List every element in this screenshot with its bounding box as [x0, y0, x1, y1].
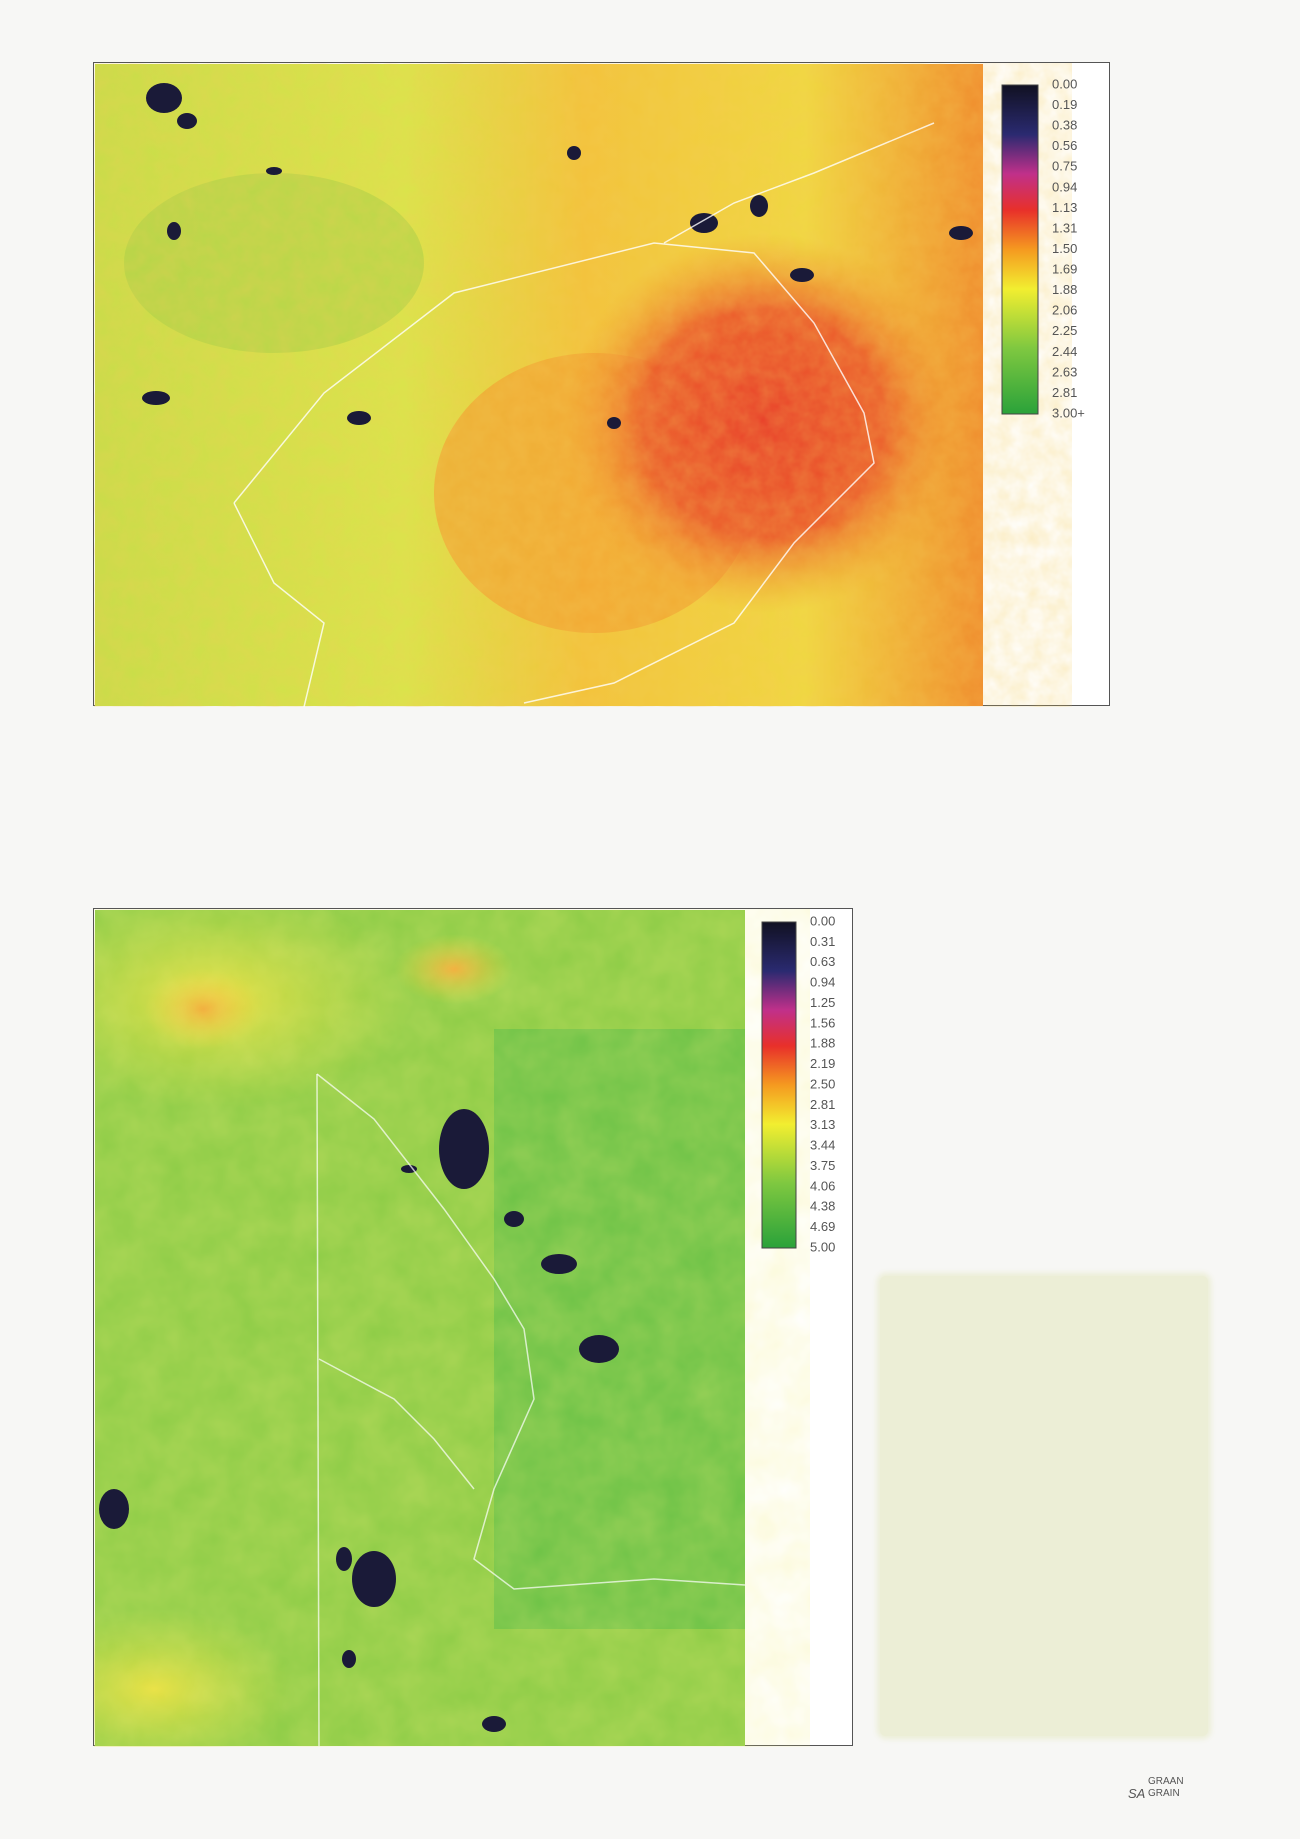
legend-label: 4.69 — [810, 1219, 835, 1234]
map-1: 0.00 0.19 0.38 0.56 0.75 0.94 1.13 1.31 1.50 1.69… — [95, 64, 1085, 707]
legend-label: 1.88 — [810, 1036, 835, 1051]
legend-label: 3.75 — [810, 1158, 835, 1173]
legend-label: 2.19 — [810, 1056, 835, 1071]
panel — [880, 1276, 1208, 1736]
legend-label: 5.00 — [810, 1239, 835, 1254]
legend-label: 2.44 — [1052, 344, 1077, 359]
legend-label: 0.38 — [1052, 118, 1077, 133]
legend-label: 0.94 — [1052, 179, 1077, 194]
legend-label: 1.25 — [810, 995, 835, 1010]
legend-label: 1.31 — [1052, 220, 1077, 235]
legend-label: 1.56 — [810, 1015, 835, 1030]
legend-label: 2.63 — [1052, 364, 1077, 379]
logo: SA GRAAN GRAIN — [1128, 1774, 1188, 1804]
logo-text: SA — [1128, 1786, 1146, 1801]
legend-label: 2.81 — [810, 1097, 835, 1112]
legend-label: 1.88 — [1052, 282, 1077, 297]
legend-label: 0.75 — [1052, 159, 1077, 174]
legend-label: 0.31 — [810, 934, 835, 949]
logo-text: GRAAN — [1148, 1776, 1184, 1787]
legend-label: 0.19 — [1052, 97, 1077, 112]
legend-label: 3.00+ — [1052, 405, 1085, 420]
colorbar — [761, 921, 797, 1249]
legend-label: 1.69 — [1052, 262, 1077, 277]
legend-label: 4.06 — [810, 1178, 835, 1193]
legend-label: 1.13 — [1052, 200, 1077, 215]
map-frame: 0.00 0.31 0.63 0.94 1.25 1.56 1.88 2.19 2.50 2.81… — [93, 908, 853, 1747]
legend-label: 2.81 — [1052, 385, 1077, 400]
map-2: 0.00 0.31 0.63 0.94 1.25 1.56 1.88 2.19 2.50 2.81… — [94, 909, 835, 1747]
legend-label: 4.38 — [810, 1199, 835, 1214]
logo-text: GRAIN — [1148, 1788, 1180, 1799]
legend-label: 3.13 — [810, 1117, 835, 1132]
legend-label: 0.00 — [810, 913, 835, 928]
legend-label: 0.94 — [810, 975, 835, 990]
legend-label: 0.00 — [1052, 76, 1077, 91]
colorbar — [1001, 84, 1039, 415]
legend-label: 2.50 — [810, 1076, 835, 1091]
legend-label: 2.25 — [1052, 323, 1077, 338]
legend-label: 3.44 — [810, 1138, 835, 1153]
map-frame: 0.00 0.19 0.38 0.56 0.75 0.94 1.13 1.31 1.50 1.69… — [93, 62, 1110, 707]
legend-label: 2.06 — [1052, 303, 1077, 318]
legend-label: 1.50 — [1052, 241, 1077, 256]
legend-label: 0.56 — [1052, 138, 1077, 153]
legend-label: 0.63 — [810, 954, 835, 969]
